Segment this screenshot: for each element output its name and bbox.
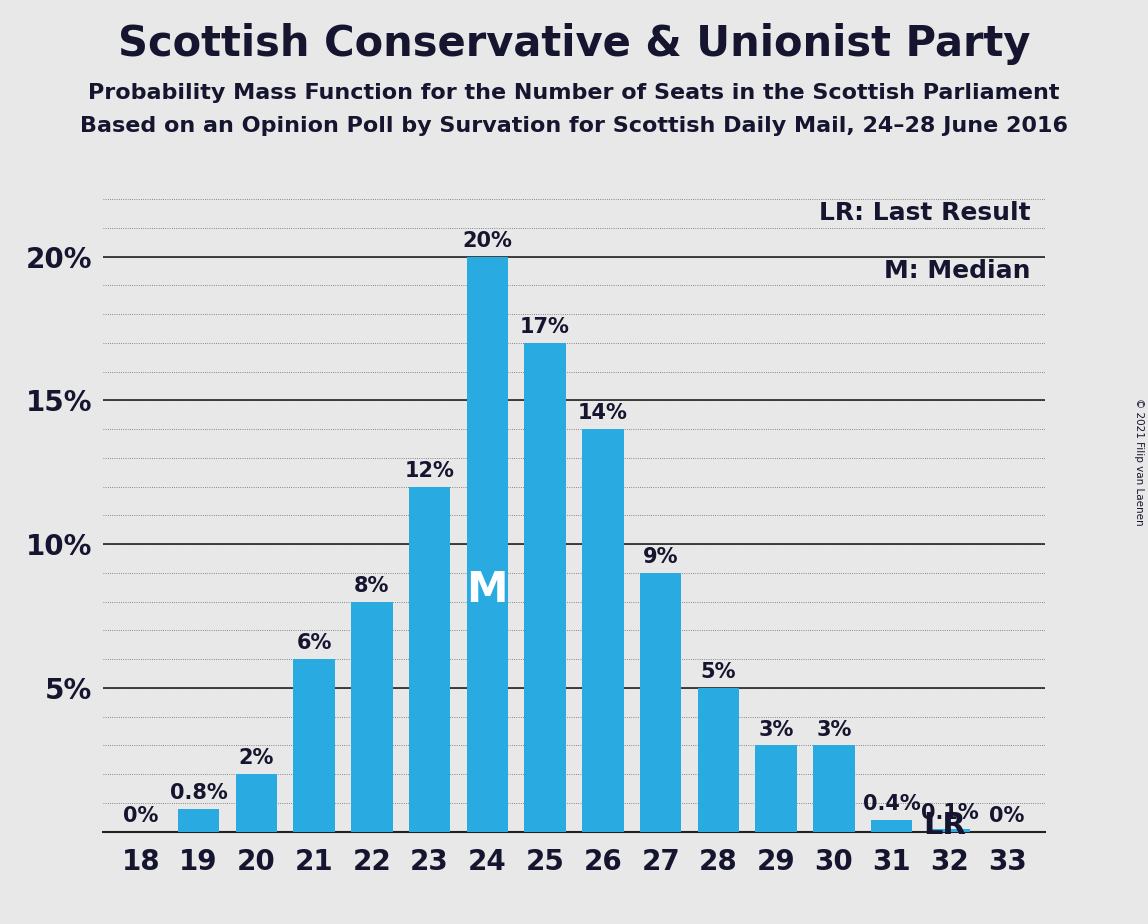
- Text: 5%: 5%: [700, 663, 736, 682]
- Text: 3%: 3%: [759, 720, 793, 739]
- Bar: [178, 808, 219, 832]
- Text: M: Median: M: Median: [884, 259, 1031, 283]
- Text: M: M: [466, 569, 509, 611]
- Text: Based on an Opinion Poll by Survation for Scottish Daily Mail, 24–28 June 2016: Based on an Opinion Poll by Survation fo…: [80, 116, 1068, 136]
- Text: 0%: 0%: [123, 806, 158, 826]
- Text: LR: Last Result: LR: Last Result: [819, 201, 1031, 225]
- Bar: [235, 774, 277, 832]
- Bar: [466, 257, 509, 832]
- Text: 6%: 6%: [296, 633, 332, 653]
- Text: LR: LR: [923, 810, 967, 840]
- Text: 0.4%: 0.4%: [863, 795, 921, 814]
- Text: 20%: 20%: [463, 231, 512, 251]
- Text: 8%: 8%: [355, 576, 389, 596]
- Bar: [871, 821, 913, 832]
- Bar: [582, 429, 623, 832]
- Bar: [294, 659, 335, 832]
- Bar: [639, 573, 682, 832]
- Bar: [698, 687, 739, 832]
- Bar: [929, 829, 970, 832]
- Bar: [813, 746, 854, 832]
- Bar: [525, 343, 566, 832]
- Text: Probability Mass Function for the Number of Seats in the Scottish Parliament: Probability Mass Function for the Number…: [88, 83, 1060, 103]
- Text: 3%: 3%: [816, 720, 852, 739]
- Text: 9%: 9%: [643, 547, 678, 567]
- Text: 0.8%: 0.8%: [170, 783, 227, 803]
- Bar: [755, 746, 797, 832]
- Text: 14%: 14%: [577, 404, 628, 423]
- Text: 12%: 12%: [405, 461, 455, 480]
- Bar: [351, 602, 393, 832]
- Text: 17%: 17%: [520, 317, 571, 337]
- Text: Scottish Conservative & Unionist Party: Scottish Conservative & Unionist Party: [118, 23, 1030, 65]
- Text: 2%: 2%: [239, 748, 274, 769]
- Text: © 2021 Filip van Laenen: © 2021 Filip van Laenen: [1134, 398, 1143, 526]
- Text: 0%: 0%: [990, 806, 1025, 826]
- Bar: [409, 487, 450, 832]
- Text: 0.1%: 0.1%: [921, 803, 978, 823]
